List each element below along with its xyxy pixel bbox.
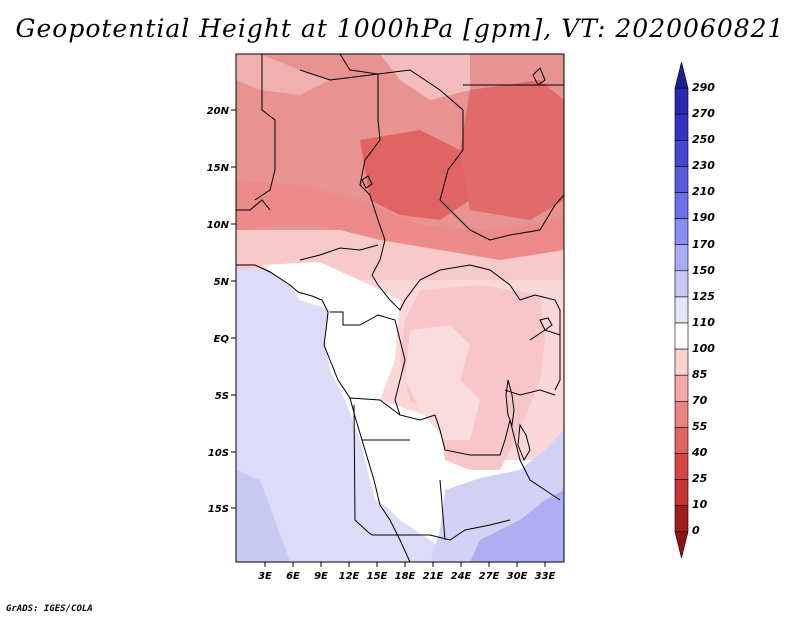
colorbar-segment <box>674 348 689 376</box>
colorbar-segment <box>674 244 689 272</box>
colorbar-segment <box>674 400 689 428</box>
colorbar-segment <box>674 427 689 454</box>
colorbar-label: 40 <box>691 446 708 459</box>
colorbar-label: 85 <box>692 368 708 381</box>
lon-label: 15E <box>367 571 388 582</box>
lat-label: 5N <box>214 277 230 288</box>
colorbar-segment <box>674 531 689 558</box>
colorbar-label: 25 <box>692 472 708 485</box>
lat-labels: 20N 15N 10N 5N EQ 5S 10S 15S <box>207 106 230 515</box>
colorbar-segment <box>674 296 689 324</box>
red-core-chad <box>360 130 470 220</box>
light-pink-interior <box>405 325 480 440</box>
red-mid-band <box>236 180 564 260</box>
map-frame <box>235 53 565 563</box>
red-core-sudan <box>460 80 564 220</box>
top-light-right <box>380 54 470 100</box>
colorbar-label: 190 <box>692 211 715 224</box>
colorbar-segment <box>674 322 689 350</box>
colorbar-label: 150 <box>692 264 715 277</box>
lon-label: 12E <box>339 571 360 582</box>
lon-label: 27E <box>479 571 500 582</box>
colorbar-segment <box>674 270 689 298</box>
lon-label: 18E <box>395 571 416 582</box>
colorbar-label: 0 <box>692 524 700 537</box>
map-plot <box>236 54 564 562</box>
colorbar-segment <box>674 218 689 246</box>
colorbar-segment <box>674 140 689 167</box>
colorbar-segment <box>674 61 689 89</box>
lon-label: 24E <box>451 571 472 582</box>
colorbar-label: 110 <box>692 316 715 329</box>
colorbar-label: 210 <box>692 185 715 198</box>
lon-label: 30E <box>507 571 528 582</box>
colorbar-labels: 290 270 250 230 210 190 170 150 125 110 … <box>691 81 715 537</box>
lat-label: 15N <box>207 163 230 174</box>
colorbar-label: 170 <box>692 238 715 251</box>
colorbar-label: 270 <box>692 107 715 120</box>
colorbar-label: 250 <box>692 133 715 146</box>
top-light <box>236 54 330 95</box>
lon-label: 3E <box>258 571 272 582</box>
colorbar-segment <box>674 87 689 115</box>
colorbar-label: 70 <box>692 394 708 407</box>
colorbar-segment <box>674 453 689 480</box>
lon-label: 21E <box>423 571 444 582</box>
lon-label: 9E <box>314 571 328 582</box>
lon-label: 33E <box>535 571 556 582</box>
country-borders <box>236 54 564 562</box>
colorbar-segment <box>674 374 689 402</box>
southeast-deep <box>470 490 564 562</box>
credit-text: GrADS: IGES/COLA <box>6 604 93 614</box>
lat-ticks <box>231 109 236 509</box>
lat-label: 15S <box>208 504 229 515</box>
colorbar <box>674 61 689 558</box>
lat-label: 10N <box>207 220 230 231</box>
ocean-region <box>236 268 460 562</box>
lat-label: 10S <box>208 448 229 459</box>
colorbar-label: 230 <box>692 159 715 172</box>
colorbar-label: 55 <box>692 420 708 433</box>
colorbar-segment <box>674 505 689 533</box>
colorbar-segment <box>674 479 689 507</box>
colorbar-segment <box>674 166 689 193</box>
colorbar-label: 10 <box>692 498 708 511</box>
colorbar-segment <box>674 192 689 219</box>
lat-label: 20N <box>207 106 230 117</box>
lat-label: EQ <box>214 334 230 345</box>
lon-labels: 3E 6E 9E 12E 15E 18E 21E 24E 27E 30E 33E <box>258 571 555 582</box>
chart-title: Geopotential Height at 1000hPa [gpm], VT… <box>15 14 785 43</box>
colorbar-label: 125 <box>692 290 715 303</box>
lon-label: 6E <box>286 571 300 582</box>
colorbar-label: 100 <box>692 342 715 355</box>
lon-ticks <box>264 562 546 567</box>
lat-label: 5S <box>215 391 229 402</box>
west-lavender <box>236 470 290 562</box>
colorbar-label: 290 <box>692 81 715 94</box>
lakes <box>361 67 553 462</box>
colorbar-segment <box>674 113 689 141</box>
